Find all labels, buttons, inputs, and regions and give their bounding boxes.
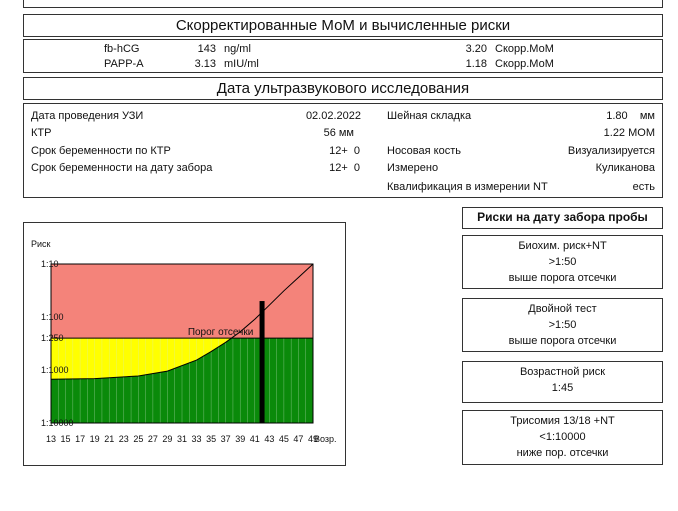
x-tick-label: 45 bbox=[279, 434, 289, 444]
risks-header-title: Риски на дату забора пробы bbox=[477, 210, 648, 224]
marker-mom-label: Скорр.МоМ bbox=[495, 43, 554, 55]
marker-name: PAPP-A bbox=[104, 58, 144, 70]
us-header-box: Дата ультразвукового исследования bbox=[23, 77, 663, 100]
risk-chart: Порог отсечки Риск Возр. 1:101:1001:2501… bbox=[31, 239, 337, 444]
risk-card-value: 1:45 bbox=[551, 382, 574, 394]
us-left-value: 12+ 0 bbox=[329, 162, 360, 174]
y-tick-label: 1:250 bbox=[41, 333, 64, 343]
x-tick-label: 21 bbox=[104, 434, 114, 444]
marker-unit: mIU/ml bbox=[224, 58, 259, 70]
us-header-title: Дата ультразвукового исследования bbox=[216, 80, 470, 97]
us-right-label: Шейная складка bbox=[387, 110, 472, 122]
us-right-label: Измерено bbox=[387, 162, 439, 174]
us-right-label: Квалификация в измерении NT bbox=[387, 181, 548, 193]
risk-card-value: >1:50 bbox=[548, 256, 577, 268]
risk-card-title: Возрастной риск bbox=[519, 366, 606, 378]
us-left-label: Срок беременности на дату забора bbox=[31, 162, 213, 174]
patient-risk-bar bbox=[259, 301, 265, 423]
risk-card-value: >1:50 bbox=[548, 319, 577, 331]
x-tick-label: 15 bbox=[61, 434, 71, 444]
marker-mom-label: Скорр.МоМ bbox=[495, 58, 554, 70]
us-left-label: КТР bbox=[31, 127, 52, 139]
age-risk-curve bbox=[50, 263, 314, 380]
risk-card-title: Трисомия 13/18 +NT bbox=[510, 415, 615, 427]
mom-header-title: Скорректированные МоМ и вычисленные риск… bbox=[175, 17, 511, 34]
x-tick-label: 35 bbox=[206, 434, 216, 444]
plot-frame bbox=[50, 263, 314, 424]
y-axis-label: Риск bbox=[31, 239, 51, 249]
marker-mom: 3.20 bbox=[465, 43, 487, 55]
us-details-box: Дата проведения УЗИ 02.02.2022 КТР 56 мм… bbox=[23, 103, 663, 198]
x-tick-label: 13 bbox=[46, 434, 56, 444]
x-tick-label: 31 bbox=[177, 434, 187, 444]
mom-header-box: Скорректированные МоМ и вычисленные риск… bbox=[23, 14, 663, 37]
us-left-label: Срок беременности по КТР bbox=[31, 145, 171, 157]
x-tick-label: 49 bbox=[308, 434, 318, 444]
y-tick-label: 1:100 bbox=[41, 312, 64, 322]
x-tick-label: 47 bbox=[293, 434, 303, 444]
risk-card-title: Биохим. риск+NT bbox=[518, 240, 607, 252]
us-right-value: 1.80 мм bbox=[606, 110, 655, 122]
risk-card: Биохим. риск+NT >1:50 выше порога отсечк… bbox=[462, 235, 663, 289]
cutoff-label: Порог отсечки bbox=[188, 327, 254, 338]
x-tick-label: 27 bbox=[148, 434, 158, 444]
risk-card-value: <1:10000 bbox=[539, 431, 586, 443]
us-right-value: Визуализируется bbox=[567, 145, 655, 157]
us-right-value: Куликанова bbox=[595, 162, 655, 174]
y-axis-ticks: 1:10 1:100 1:250 1:1000 1:10000 bbox=[41, 259, 74, 428]
y-tick-label: 1:10000 bbox=[41, 418, 74, 428]
x-tick-label: 43 bbox=[264, 434, 274, 444]
y-tick-label: 1:10 bbox=[41, 259, 59, 269]
marker-name: fb-hCG bbox=[104, 43, 140, 55]
risks-header-box: Риски на дату забора пробы bbox=[462, 207, 663, 229]
risk-chart-box: Порог отсечки Риск Возр. 1:10 1:100 1:250 1… bbox=[23, 222, 346, 466]
high-risk-zone bbox=[51, 264, 313, 339]
risk-card-note: выше порога отсечки bbox=[508, 335, 617, 347]
x-tick-label: 33 bbox=[192, 434, 202, 444]
risk-card-note: выше порога отсечки bbox=[508, 272, 617, 284]
age-risk-fill bbox=[51, 338, 232, 380]
risk-card: Трисомия 13/18 +NT <1:10000 ниже пор. от… bbox=[462, 410, 663, 465]
x-tick-label: 29 bbox=[162, 434, 172, 444]
us-left-value: 12+ 0 bbox=[329, 145, 360, 157]
x-tick-label: 37 bbox=[221, 434, 231, 444]
marker-unit: ng/ml bbox=[224, 43, 251, 55]
us-left-label: Дата проведения УЗИ bbox=[31, 110, 144, 122]
risk-card-title: Двойной тест bbox=[528, 303, 597, 315]
risk-card-note: ниже пор. отсечки bbox=[516, 447, 609, 459]
x-axis-ticks: 13 15 17 19 21 23 25 27 29 31 33 35 37 39 41 43 45 47 49 bbox=[46, 434, 318, 444]
x-tick-label: 39 bbox=[235, 434, 245, 444]
x-axis-label: Возр. bbox=[314, 434, 337, 444]
marker-value: 143 bbox=[197, 43, 216, 55]
x-tick-label: 25 bbox=[133, 434, 143, 444]
us-right-label: Носовая кость bbox=[387, 145, 461, 157]
marker-mom: 1.18 bbox=[465, 58, 487, 70]
markers-box: fb-hCG 143 ng/ml 3.20 Скорр.МоМ PAPP-A 3… bbox=[23, 39, 663, 73]
us-right-value: 1.22 МОМ bbox=[603, 127, 655, 139]
x-tick-label: 23 bbox=[119, 434, 129, 444]
us-left-value: 02.02.2022 bbox=[305, 110, 361, 122]
x-tick-label: 19 bbox=[90, 434, 100, 444]
x-tick-label: 17 bbox=[75, 434, 85, 444]
risk-card: Возрастной риск 1:45 bbox=[462, 361, 663, 403]
risk-card: Двойной тест >1:50 выше порога отсечки bbox=[462, 298, 663, 352]
x-tick-label: 41 bbox=[250, 434, 260, 444]
marker-value: 3.13 bbox=[194, 58, 216, 70]
y-tick-label: 1:1000 bbox=[41, 365, 69, 375]
top-partial-box bbox=[23, 0, 663, 8]
us-left-value: 56 мм bbox=[323, 127, 354, 139]
us-right-value: есть bbox=[632, 181, 655, 193]
